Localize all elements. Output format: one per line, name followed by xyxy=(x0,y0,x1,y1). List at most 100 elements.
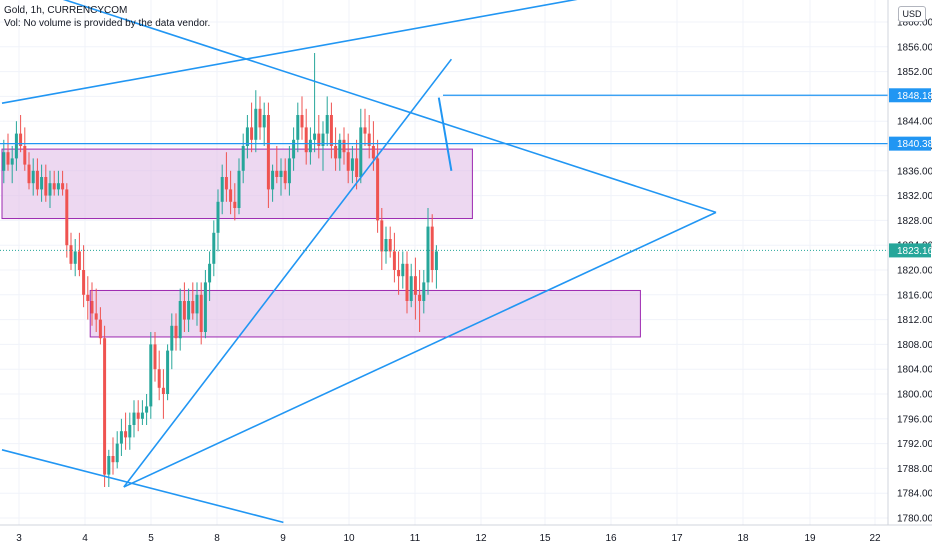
candle-body xyxy=(321,133,325,146)
supply-zone xyxy=(1,148,473,220)
trendlines-layer xyxy=(1,0,717,524)
currency-button[interactable]: USD xyxy=(898,6,926,22)
candle-body xyxy=(233,201,237,208)
price-axis[interactable]: 1780.00 1784.00 1788.00 1792.00 1796.00 1800.… xyxy=(887,0,932,525)
candle-body xyxy=(346,152,350,171)
candle-body xyxy=(220,177,224,202)
time-axis[interactable]: 3 4 5 8 9 10 11 12 15 16 17 18 19 22 xyxy=(0,524,932,550)
candle-body xyxy=(384,239,388,252)
price-tick-label: 1820.00 xyxy=(897,266,932,277)
price-tick-label: 1812.00 xyxy=(897,315,932,326)
candle-body xyxy=(40,177,44,190)
candle-body xyxy=(52,183,56,190)
price-tick-label: 1804.00 xyxy=(897,365,932,376)
price-tag-label: 1848.18 xyxy=(897,91,932,102)
chart-legend: Gold, 1h, CURRENCYCOM Vol: No volume is … xyxy=(4,4,210,30)
price-tag-label: 1840.38 xyxy=(897,139,932,150)
lower-descending-line xyxy=(1,449,284,524)
candle-body xyxy=(145,406,149,413)
candle-body xyxy=(245,127,249,146)
candle-body xyxy=(191,301,195,314)
candle-body xyxy=(44,177,48,196)
candle-body xyxy=(405,263,409,301)
time-tick-label: 3 xyxy=(16,533,22,544)
candle-body xyxy=(61,183,65,190)
candle-body xyxy=(317,133,321,146)
candle-body xyxy=(292,139,296,159)
candle-body xyxy=(258,108,262,128)
candle-body xyxy=(287,158,291,184)
candle-body xyxy=(300,115,304,128)
candle-body xyxy=(413,276,417,295)
time-tick-label: 12 xyxy=(475,533,487,544)
candle-body xyxy=(128,425,132,438)
candle-body xyxy=(371,146,375,159)
candle-body xyxy=(178,301,182,339)
candle-body xyxy=(296,115,300,140)
candle-body xyxy=(355,158,359,177)
candle-body xyxy=(266,115,270,190)
candle-body xyxy=(140,412,144,419)
candle-body xyxy=(111,456,115,463)
candle-body xyxy=(94,313,98,320)
price-tick-label: 1784.00 xyxy=(897,489,932,500)
zones-layer xyxy=(1,148,641,338)
steep-rising-line xyxy=(123,58,453,488)
candle-body xyxy=(313,133,317,140)
candle-body xyxy=(334,146,338,159)
candle-body xyxy=(325,115,329,134)
candle-body xyxy=(199,294,203,332)
candle-body xyxy=(14,133,18,159)
candle-body xyxy=(237,170,241,208)
price-tick-label: 1852.00 xyxy=(897,67,932,78)
candle-body xyxy=(195,294,199,314)
price-tags: 1848.18 1840.38 1823.16 xyxy=(889,88,932,258)
candle-body xyxy=(56,183,60,190)
price-tick-label: 1836.00 xyxy=(897,166,932,177)
candle-body xyxy=(224,177,228,190)
price-tag-background xyxy=(889,88,931,103)
candle-body xyxy=(350,158,354,171)
candle-body xyxy=(170,325,174,351)
time-tick-label: 8 xyxy=(214,533,220,544)
price-tick-label: 1856.00 xyxy=(897,42,932,53)
candle-body xyxy=(418,294,422,301)
price-axis-background xyxy=(888,0,932,525)
candle-body xyxy=(132,412,136,425)
symbol-legend[interactable]: Gold, 1h, CURRENCYCOM xyxy=(4,5,128,16)
price-tag-background xyxy=(889,243,931,258)
upper-rising-line xyxy=(1,0,578,105)
candle-body xyxy=(103,338,107,475)
time-tick-label: 10 xyxy=(343,533,355,544)
candle-body xyxy=(107,456,111,475)
candle-body xyxy=(279,170,283,177)
candle-body xyxy=(434,251,438,270)
price-tick-label: 1792.00 xyxy=(897,439,932,450)
candle-body xyxy=(212,232,216,264)
price-tag-label: 1823.16 xyxy=(897,246,932,257)
candle-body xyxy=(182,301,186,320)
candle-body xyxy=(119,431,123,444)
candle-body xyxy=(422,282,426,301)
rising-support-line xyxy=(123,211,717,488)
candle-body xyxy=(363,127,367,134)
price-tick-label: 1788.00 xyxy=(897,464,932,475)
candle-body xyxy=(338,139,342,159)
candle-body xyxy=(308,139,312,153)
price-tick-label: 1828.00 xyxy=(897,216,932,227)
candle-body xyxy=(86,294,90,301)
volume-legend: Vol: No volume is provided by the data v… xyxy=(4,18,211,29)
candle-body xyxy=(388,239,392,252)
candle-body xyxy=(342,139,346,153)
candle-body xyxy=(77,251,81,270)
time-axis-background xyxy=(0,525,932,550)
candle-body xyxy=(65,189,69,246)
price-tick-label: 1780.00 xyxy=(897,514,932,525)
price-tick-label: 1844.00 xyxy=(897,117,932,128)
demand-zone xyxy=(89,289,641,338)
candle-body xyxy=(216,201,220,233)
candle-body xyxy=(2,152,6,171)
candle-body xyxy=(430,226,434,270)
